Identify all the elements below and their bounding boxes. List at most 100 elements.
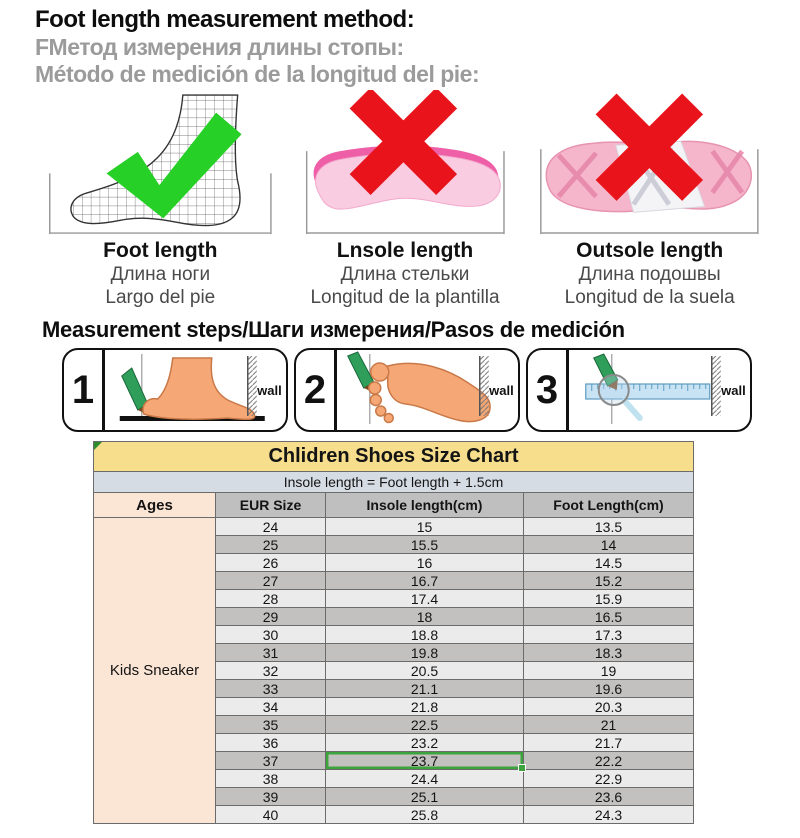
insole-cell: 20.5 xyxy=(325,661,524,681)
foot-cell: 16.5 xyxy=(523,607,694,627)
foot-cell: 18.3 xyxy=(523,643,694,663)
size-row: Kids Sneaker 24 15 13.5 xyxy=(93,517,694,825)
foot-cell: 20.3 xyxy=(523,697,694,717)
method-label-main: Outsole length xyxy=(576,238,724,262)
eur-cell: 29 xyxy=(215,607,326,627)
insole-cell: 22.5 xyxy=(325,715,524,735)
insole-cell: 15.5 xyxy=(325,535,524,555)
size-row: 31 19.8 18.3 xyxy=(94,643,694,663)
step-2-illustration: wall xyxy=(337,350,519,430)
size-row: 29 18 16.5 xyxy=(94,607,694,627)
foot-cell: 21.7 xyxy=(523,733,694,753)
insole-cell: 18.8 xyxy=(325,625,524,645)
size-row: 39 25.1 23.6 xyxy=(94,787,694,807)
checkmark-icon xyxy=(106,112,242,219)
step-number: 1 xyxy=(71,367,95,412)
insole-illustration xyxy=(283,89,528,236)
column-header-row: Ages EUR Size Insole length(cm) Foot Len… xyxy=(93,492,694,519)
size-row: 34 21.8 20.3 xyxy=(94,697,694,717)
divider xyxy=(102,350,105,431)
eur-cell: 40 xyxy=(215,805,326,825)
size-chart-title: Chlidren Shoes Size Chart xyxy=(93,441,694,473)
method-outsole-length: Outsole length Длина подошвы Longitud de… xyxy=(527,90,772,309)
size-row: 37 23.7 22.2 xyxy=(94,751,694,773)
steps-heading: Measurement steps/Шаги измерения/Pasos d… xyxy=(42,317,625,343)
eur-cell: 37 xyxy=(215,751,326,771)
size-row: 25 15.5 14 xyxy=(94,535,694,555)
foot-cell: 15.2 xyxy=(523,571,694,591)
measurement-steps: 1 xyxy=(62,348,752,433)
method-label-main: Foot length xyxy=(103,238,218,262)
step-3-box: 3 xyxy=(526,348,752,433)
eur-cell: 31 xyxy=(215,643,326,663)
eur-cell: 27 xyxy=(215,571,326,591)
column-foot-length: Foot Length(cm) xyxy=(523,492,694,519)
foot-cell: 17.3 xyxy=(523,625,694,645)
eur-cell: 32 xyxy=(215,661,326,681)
wall-hatch xyxy=(479,356,489,417)
page-header: Foot length measurement method: FМетод и… xyxy=(35,6,800,88)
column-eur-size: EUR Size xyxy=(215,492,326,519)
eur-cell: 25 xyxy=(215,535,326,555)
wall-label: wall xyxy=(488,383,514,398)
method-label-es: Longitud de la suela xyxy=(564,287,735,309)
wall-label: wall xyxy=(256,383,282,398)
ages-cell: Kids Sneaker xyxy=(93,517,216,825)
method-insole-length: Lnsole length Длина стельки Longitud de … xyxy=(283,89,528,309)
method-label-ru: Длина подошвы xyxy=(578,263,721,285)
method-label-es: Longitud de la plantilla xyxy=(310,287,500,309)
eur-cell: 34 xyxy=(215,697,326,717)
size-row: 28 17.4 15.9 xyxy=(94,589,694,609)
outsole-illustration xyxy=(527,90,772,236)
size-row: 38 24.4 22.9 xyxy=(94,769,694,789)
header-title-es: Método de medición de la longitud del pi… xyxy=(35,60,480,87)
header-title-ru: FМетод измерения длины стопы: xyxy=(35,34,404,61)
tread-pattern xyxy=(557,149,745,199)
selected-insole-cell: 23.7 xyxy=(325,751,527,773)
method-label-es: Largo del pie xyxy=(105,287,216,309)
size-row: 26 16 14.5 xyxy=(94,553,694,573)
foot-cell: 22.2 xyxy=(523,751,694,771)
measure-bracket xyxy=(540,149,759,234)
method-label-main: Lnsole length xyxy=(336,238,474,262)
size-chart-table: Chlidren Shoes Size Chart Insole length … xyxy=(93,441,694,825)
step-number: 2 xyxy=(303,367,327,412)
insole-cell: 17.4 xyxy=(325,589,524,609)
eur-cell: 24 xyxy=(215,517,326,537)
header-title-en: Foot length measurement method: xyxy=(35,6,415,33)
measure-bracket xyxy=(49,173,272,234)
eur-cell: 33 xyxy=(215,679,326,699)
insole-cell: 25.1 xyxy=(325,787,524,807)
foot-cell: 14.5 xyxy=(523,553,694,573)
insole-cell: 15 xyxy=(325,517,524,537)
size-row: 30 18.8 17.3 xyxy=(94,625,694,645)
foot-cell: 21 xyxy=(523,715,694,735)
step-1-box: 1 xyxy=(62,348,288,433)
wall-label: wall xyxy=(720,383,746,398)
divider xyxy=(566,350,569,431)
foot-cell: 22.9 xyxy=(523,769,694,789)
magnifier-icon xyxy=(597,374,643,422)
step-number: 3 xyxy=(535,367,559,412)
size-row: 36 23.2 21.7 xyxy=(94,733,694,753)
step-2-box: 2 xyxy=(294,348,520,433)
wall-hatch xyxy=(247,356,257,417)
foot-side-illustration xyxy=(141,357,256,421)
insole-cell: 16.7 xyxy=(325,571,524,591)
measurement-methods: Foot length Длина ноги Largo del pie xyxy=(0,88,800,309)
insole-cell: 23.2 xyxy=(325,733,524,753)
size-row: 27 16.7 15.2 xyxy=(94,571,694,591)
eur-cell: 35 xyxy=(215,715,326,735)
method-foot-length: Foot length Длина ноги Largo del pie xyxy=(38,90,283,309)
size-row: 40 25.8 24.3 xyxy=(94,805,694,825)
method-label-ru: Длина стельки xyxy=(340,263,470,285)
foot-cell: 15.9 xyxy=(523,589,694,609)
footprint-illustration xyxy=(367,362,491,424)
foot-cell: 19 xyxy=(523,661,694,681)
column-ages: Ages xyxy=(93,492,216,519)
eur-cell: 39 xyxy=(215,787,326,807)
eur-cell: 36 xyxy=(215,733,326,753)
step-1-illustration: wall xyxy=(105,350,287,430)
foot-cell: 23.6 xyxy=(523,787,694,807)
